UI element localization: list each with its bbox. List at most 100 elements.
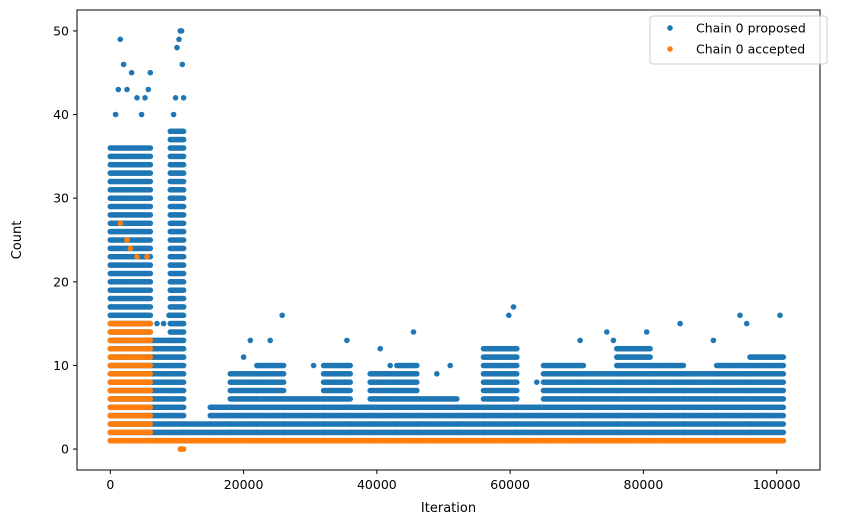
proposed-point <box>174 44 180 51</box>
proposed-point <box>414 362 420 369</box>
proposed-point <box>347 371 354 377</box>
proposed-point <box>577 337 583 344</box>
proposed-point <box>414 387 420 394</box>
proposed-point <box>280 371 287 377</box>
proposed-point <box>160 320 167 327</box>
proposed-point <box>180 404 187 411</box>
proposed-point <box>434 371 440 377</box>
proposed-point <box>147 295 154 302</box>
proposed-point <box>279 312 286 319</box>
proposed-point <box>514 345 520 352</box>
proposed-point <box>147 203 154 210</box>
data-points <box>107 28 787 452</box>
proposed-point <box>124 86 130 93</box>
proposed-point <box>580 362 587 369</box>
proposed-point <box>180 362 187 369</box>
proposed-point <box>347 396 354 402</box>
proposed-point <box>138 111 145 118</box>
proposed-point <box>344 337 350 344</box>
proposed-point <box>506 312 512 319</box>
proposed-point <box>176 36 182 43</box>
proposed-point <box>180 329 187 335</box>
proposed-point <box>147 237 154 243</box>
proposed-point <box>147 279 154 285</box>
proposed-point <box>147 161 154 168</box>
proposed-point <box>180 387 187 394</box>
proposed-point <box>147 312 154 319</box>
proposed-point <box>280 387 287 394</box>
proposed-point <box>147 262 154 268</box>
proposed-point <box>410 329 417 335</box>
proposed-point <box>180 245 187 252</box>
proposed-point <box>180 153 187 160</box>
proposed-point <box>247 337 254 344</box>
proposed-point <box>347 379 354 386</box>
proposed-point <box>514 387 520 394</box>
proposed-point <box>172 95 179 101</box>
proposed-point <box>604 329 610 335</box>
proposed-point <box>377 345 384 352</box>
proposed-point <box>180 212 187 218</box>
proposed-point <box>180 312 187 319</box>
proposed-point <box>117 36 124 43</box>
proposed-point <box>510 304 517 310</box>
proposed-point <box>180 95 187 101</box>
proposed-point <box>414 371 420 377</box>
proposed-point <box>267 337 274 344</box>
proposed-point <box>310 362 317 369</box>
proposed-point <box>180 304 187 310</box>
proposed-point <box>180 287 187 294</box>
proposed-point <box>147 287 154 294</box>
proposed-point <box>514 379 520 386</box>
proposed-point <box>147 178 154 185</box>
proposed-point <box>514 354 520 360</box>
proposed-point <box>347 387 354 394</box>
proposed-point <box>170 111 177 118</box>
proposed-point <box>179 61 186 68</box>
proposed-point <box>180 262 187 268</box>
proposed-point <box>180 128 187 135</box>
proposed-point <box>180 170 187 176</box>
proposed-point <box>180 178 187 185</box>
proposed-point <box>112 111 119 118</box>
proposed-point <box>120 61 127 68</box>
proposed-point <box>280 379 287 386</box>
proposed-point <box>180 295 187 302</box>
proposed-point <box>387 362 394 369</box>
proposed-point <box>147 153 154 160</box>
proposed-point <box>180 379 187 386</box>
proposed-point <box>490 354 497 360</box>
proposed-point <box>180 145 187 151</box>
proposed-point <box>180 412 187 419</box>
proposed-point <box>147 270 154 277</box>
proposed-point <box>147 228 154 235</box>
proposed-point <box>134 95 140 101</box>
proposed-point <box>280 362 287 369</box>
proposed-point <box>180 161 187 168</box>
proposed-point <box>514 396 520 402</box>
proposed-point <box>180 279 187 285</box>
proposed-point <box>178 28 185 34</box>
proposed-point <box>240 354 247 360</box>
proposed-point <box>180 270 187 277</box>
proposed-point <box>514 371 520 377</box>
proposed-point <box>180 345 187 352</box>
proposed-point <box>414 379 420 386</box>
proposed-point <box>180 396 187 402</box>
proposed-point <box>547 371 553 377</box>
proposed-point <box>534 379 540 386</box>
proposed-point <box>147 212 154 218</box>
proposed-point <box>180 203 187 210</box>
proposed-point <box>145 86 152 93</box>
proposed-point <box>147 304 154 310</box>
proposed-point <box>147 170 154 176</box>
proposed-point <box>180 237 187 243</box>
proposed-point <box>454 396 460 402</box>
proposed-point <box>154 320 160 327</box>
proposed-point <box>180 187 187 193</box>
proposed-point <box>180 228 187 235</box>
proposed-point <box>347 362 354 369</box>
proposed-point <box>128 69 135 76</box>
proposed-point <box>147 245 154 252</box>
